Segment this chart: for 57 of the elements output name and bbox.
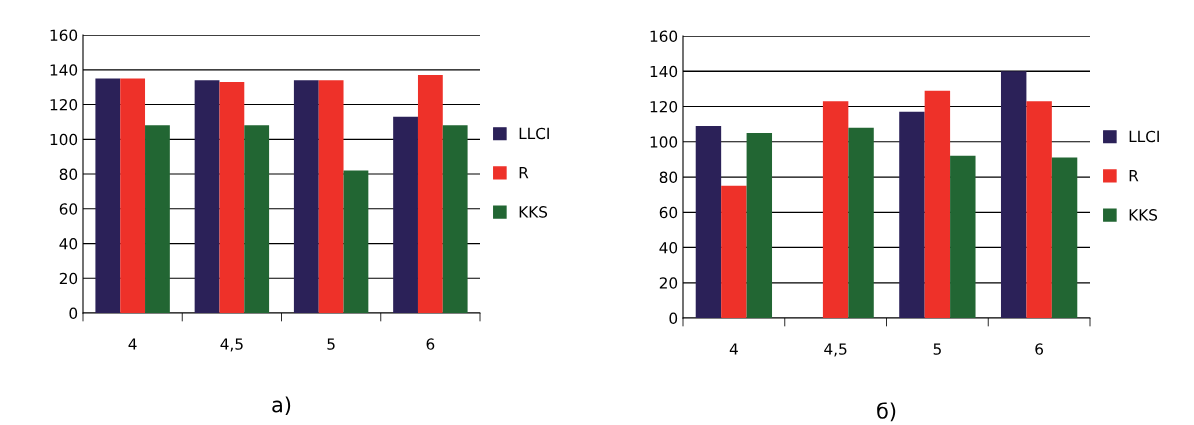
y-tick-label: 60 xyxy=(659,206,678,219)
y-tick-label: 160 xyxy=(650,30,678,43)
x-tick-label: 5 xyxy=(327,338,335,350)
y-tick-label: 140 xyxy=(650,65,678,78)
y-tick-label: 0 xyxy=(669,312,678,325)
bar xyxy=(145,125,170,313)
bar xyxy=(393,116,418,313)
y-tick-label: 160 xyxy=(50,29,78,42)
bar xyxy=(219,81,245,313)
bar xyxy=(899,111,925,318)
y-tick-label: 100 xyxy=(650,136,678,148)
bar xyxy=(417,74,443,313)
y-tick-label: 20 xyxy=(59,272,78,285)
bar xyxy=(318,80,344,313)
bar xyxy=(442,125,468,313)
bar xyxy=(721,185,747,318)
bar xyxy=(924,90,951,318)
bar xyxy=(343,170,369,313)
legend-label: KKS xyxy=(519,206,548,218)
text: а) xyxy=(272,396,291,415)
bar xyxy=(1051,157,1078,318)
x-tick-label: 4,5 xyxy=(220,338,243,352)
y-tick-label: 60 xyxy=(59,203,78,215)
legend-label: KKS xyxy=(1129,209,1158,221)
bar xyxy=(95,78,121,313)
x-tick-label: 4 xyxy=(729,343,738,355)
y-tick-label: 100 xyxy=(50,133,78,146)
x-tick-label: 4 xyxy=(128,338,137,350)
bar xyxy=(1026,101,1052,318)
x-tick-label: 5 xyxy=(933,343,941,355)
bar xyxy=(950,155,976,318)
legend-label: LLCI xyxy=(519,127,549,140)
y-tick-label: 40 xyxy=(659,241,678,254)
y-tick-label: 20 xyxy=(659,277,678,289)
y-tick-label: 120 xyxy=(50,98,78,111)
bar xyxy=(746,132,773,318)
bar xyxy=(194,80,220,313)
y-tick-label: 140 xyxy=(50,64,78,76)
legend-label: R xyxy=(1129,170,1139,182)
bar xyxy=(822,101,849,318)
y-tick-label: 80 xyxy=(59,168,78,181)
y-tick-label: 120 xyxy=(650,100,678,113)
text: б) xyxy=(877,402,896,422)
legend-label: LLCI xyxy=(1129,130,1159,143)
bar xyxy=(1000,71,1027,318)
x-tick-label: 6 xyxy=(426,338,435,350)
legend-label: R xyxy=(519,167,529,179)
x-tick-label: 6 xyxy=(1035,343,1044,355)
y-tick-label: 80 xyxy=(659,171,678,184)
bar xyxy=(695,125,722,318)
y-tick-label: 0 xyxy=(69,307,78,320)
y-tick-label: 40 xyxy=(59,237,78,250)
x-tick-label: 4,5 xyxy=(824,343,847,357)
bar xyxy=(293,80,319,313)
bar xyxy=(848,127,874,318)
bar xyxy=(120,78,146,313)
bar xyxy=(244,125,270,313)
